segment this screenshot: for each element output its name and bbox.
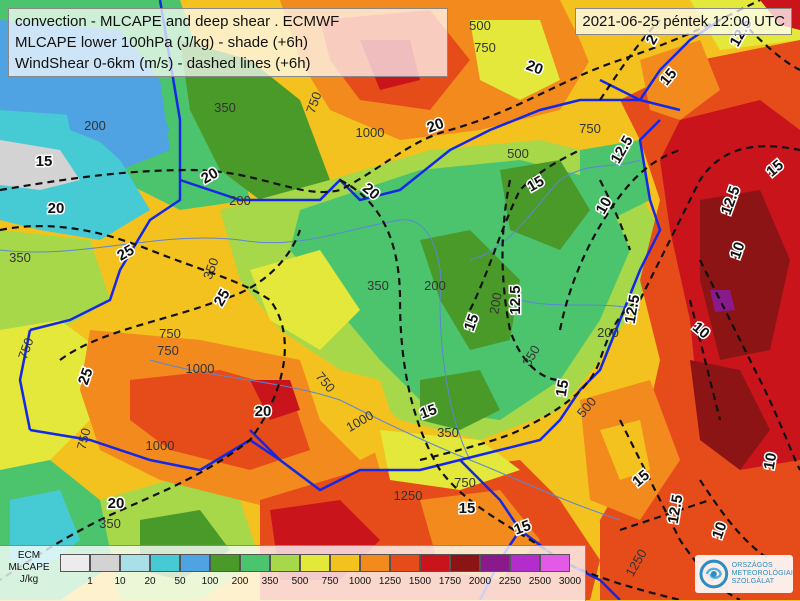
cape-label: 350 [214, 100, 236, 115]
legend-swatch [270, 554, 300, 572]
legend-tick: 2500 [528, 576, 552, 587]
legend-tick: 1 [87, 576, 93, 587]
shear-label: 20 [108, 495, 125, 512]
cape-label: 1000 [356, 125, 385, 140]
cape-label: 750 [474, 40, 496, 55]
cape-label: 750 [579, 121, 601, 136]
cape-subtitle: MLCAPE lower 100hPa (J/kg) - shade (+6h) [15, 34, 309, 51]
legend-tick: 200 [231, 576, 249, 587]
legend-tick: 20 [144, 576, 156, 587]
cape-label: 350 [9, 250, 31, 265]
legend-tick: 2000 [468, 576, 492, 587]
logo-line: SZOLGÁLAT [731, 578, 775, 585]
cape-label: 750 [159, 326, 181, 341]
legend-tick: 350 [261, 576, 279, 587]
shear-label: 10 [761, 452, 781, 471]
legend-swatch [330, 554, 360, 572]
legend-label-variable: MLCAPE [8, 562, 50, 573]
cape-label: 750 [157, 343, 179, 358]
legend-tick: 1750 [438, 576, 462, 587]
legend-tick: 10 [114, 576, 126, 587]
legend-tick: 3000 [558, 576, 582, 587]
legend-tick: 100 [201, 576, 219, 587]
legend-tick: 500 [291, 576, 309, 587]
legend-swatch [210, 554, 240, 572]
map-title-box: convection - MLCAPE and deep shear . ECM… [8, 8, 448, 77]
cape-label: 1250 [394, 488, 423, 503]
map-title: convection - MLCAPE and deep shear . ECM… [15, 13, 340, 30]
cape-label: 750 [454, 475, 476, 490]
cape-label: 200 [84, 118, 106, 133]
legend-swatch [60, 554, 90, 572]
legend-label: ECM MLCAPE J/kg [2, 550, 56, 586]
cape-label: 750 [15, 336, 37, 362]
legend-tick: 50 [174, 576, 186, 587]
legend-tick: 2250 [498, 576, 522, 587]
legend-tick: 750 [321, 576, 339, 587]
legend-swatch [300, 554, 330, 572]
shear-label: 20 [255, 403, 272, 420]
legend-swatch [360, 554, 390, 572]
legend-tick: 1000 [348, 576, 372, 587]
legend-swatch [390, 554, 420, 572]
cape-label: 1000 [186, 361, 215, 376]
shear-label: 20 [48, 200, 65, 217]
legend-swatch [90, 554, 120, 572]
legend-swatch [450, 554, 480, 572]
logo-line: ORSZÁGOS [731, 562, 773, 569]
country-borders [18, 0, 721, 600]
shear-label: 15 [553, 379, 573, 398]
legend-label-model: ECM [17, 550, 41, 561]
legend-tick: 1250 [378, 576, 402, 587]
cape-label: 750 [303, 90, 325, 116]
legend-swatches [60, 554, 570, 572]
legend-swatch [540, 554, 570, 572]
cape-label: 500 [507, 146, 529, 161]
logo-swirl-icon [699, 559, 729, 589]
valid-time: 2021-06-25 péntek 12:00 UTC [575, 8, 792, 35]
legend-swatch [480, 554, 510, 572]
legend-swatch [510, 554, 540, 572]
cape-label: 350 [367, 278, 389, 293]
shear-label: 12.5 [507, 285, 524, 314]
cape-label: 200 [486, 291, 505, 315]
shear-subtitle: WindShear 0-6km (m/s) - dashed lines (+6… [15, 55, 311, 72]
cape-label: 750 [74, 426, 94, 451]
cape-label: 500 [469, 18, 491, 33]
shear-label: 15 [36, 153, 53, 170]
cape-labels: 500 750 1000 350 200 750 500 350 200 200… [9, 18, 650, 579]
legend-swatch [180, 554, 210, 572]
color-legend: ECM MLCAPE J/kg 1 10 20 50 100 200 350 500 750 10… [0, 545, 586, 601]
shear-label: 15 [459, 500, 476, 517]
legend-swatch [240, 554, 270, 572]
legend-label-unit: J/kg [19, 574, 39, 585]
legend-swatch [120, 554, 150, 572]
cape-label: 200 [424, 278, 446, 293]
legend-swatch [420, 554, 450, 572]
legend-tick: 1500 [408, 576, 432, 587]
cape-label: 350 [200, 256, 222, 282]
cape-label: 200 [229, 193, 251, 208]
logo-line: METEOROLÓGIAI [731, 570, 793, 577]
cape-label: 200 [597, 325, 619, 340]
omsz-logo: ORSZÁGOS METEOROLÓGIAI SZOLGÁLAT [695, 555, 793, 593]
cape-label: 350 [99, 516, 121, 531]
logo-text: ORSZÁGOS METEOROLÓGIAI SZOLGÁLAT [732, 562, 793, 586]
legend-swatch [150, 554, 180, 572]
cape-label: 1000 [146, 438, 175, 453]
cape-label: 350 [437, 425, 459, 440]
